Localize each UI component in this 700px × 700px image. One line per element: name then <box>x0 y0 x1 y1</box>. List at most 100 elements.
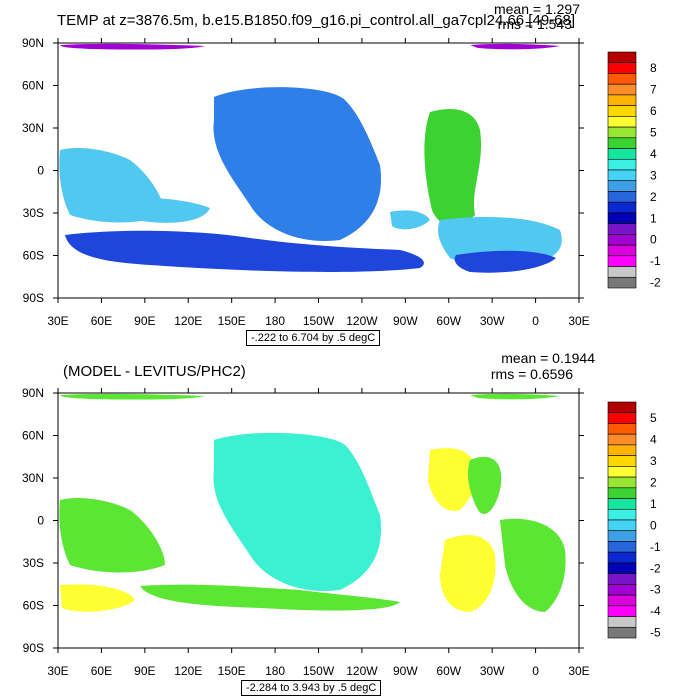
y-tick-label: 90N <box>22 36 44 50</box>
colorbar-swatch <box>607 137 637 149</box>
colorbar-label: -1 <box>650 254 661 268</box>
colorbar-swatch <box>607 73 637 85</box>
y-tick-label: 30S <box>23 556 44 570</box>
colorbar-label: 5 <box>650 125 657 139</box>
contour-info: -2.284 to 3.943 by .5 degC <box>241 680 382 696</box>
colorbar-swatch <box>607 234 637 246</box>
x-tick-label: 30E <box>568 664 589 678</box>
ocean-region <box>119 197 210 223</box>
ocean-region <box>467 456 502 514</box>
colorbar-label: -1 <box>650 540 661 554</box>
colorbar-label: -5 <box>650 626 661 640</box>
x-tick-label: 150W <box>303 664 335 678</box>
colorbar-swatch <box>607 508 637 521</box>
temp-panel: TEMP at z=3876.5m, b.e15.B1850.f09_g16.p… <box>22 1 661 346</box>
x-tick-label: 0 <box>532 664 539 678</box>
colorbar-swatch <box>607 605 637 617</box>
y-tick-label: 60S <box>23 249 44 263</box>
x-tick-label: 120W <box>346 314 378 328</box>
y-tick-label: 60S <box>23 599 44 613</box>
ocean-region <box>60 393 205 400</box>
x-tick-label: 60W <box>436 314 461 328</box>
colorbar-swatch <box>607 169 637 182</box>
ocean-region <box>213 87 382 241</box>
x-tick-label: 150E <box>218 314 246 328</box>
y-tick-label: 90S <box>23 291 44 305</box>
colorbar-label: 5 <box>650 411 657 425</box>
colorbar-swatch <box>607 51 637 64</box>
y-tick-label: 60N <box>22 79 44 93</box>
colorbar-swatch <box>607 594 637 607</box>
colorbar-swatch <box>607 551 637 564</box>
colorbar-swatch <box>607 519 637 532</box>
colorbar-label: 8 <box>650 61 657 75</box>
colorbar-swatch <box>607 498 637 510</box>
colorbar-swatch <box>607 158 637 171</box>
colorbar-label: 0 <box>650 233 657 247</box>
x-tick-label: 30W <box>480 314 505 328</box>
colorbar-label: 7 <box>650 83 657 97</box>
colorbar-swatch <box>607 401 637 414</box>
contour-info: -.222 to 6.704 by .5 degC <box>246 330 381 346</box>
x-tick-label: 120E <box>174 664 202 678</box>
colorbar-label: 6 <box>650 104 657 118</box>
colorbar-swatch <box>607 126 637 139</box>
ocean-region <box>454 250 556 273</box>
colorbar-swatch <box>607 244 637 257</box>
x-tick-label: 90E <box>134 664 155 678</box>
colorbar-swatch <box>607 562 637 574</box>
colorbar-swatch <box>607 266 637 278</box>
x-tick-label: 30E <box>47 314 68 328</box>
x-tick-label: 30W <box>480 664 505 678</box>
x-tick-label: 120W <box>346 664 378 678</box>
colorbar-swatch <box>607 180 637 192</box>
colorbar-swatch <box>607 412 637 424</box>
ocean-region <box>390 210 430 230</box>
x-tick-label: 60E <box>91 314 112 328</box>
y-tick-label: 90N <box>22 386 44 400</box>
field-layer <box>59 43 562 273</box>
colorbar-swatch <box>607 191 637 203</box>
ocean-region <box>500 518 566 612</box>
colorbar-label: 1 <box>650 211 657 225</box>
mean-label: mean = 1.297 <box>493 1 580 17</box>
colorbar-swatch <box>607 455 637 467</box>
diff-map: 30E 60E 90E 120E 150E 180 150W 120W 90W 60W 30W 0 30… <box>22 386 661 678</box>
colorbar-swatch <box>607 584 637 596</box>
x-tick-label: 180 <box>265 314 285 328</box>
colorbar-swatch <box>607 444 637 456</box>
colorbar-label: 3 <box>650 168 657 182</box>
x-tick-label: 150E <box>218 664 246 678</box>
colorbar-swatch <box>607 83 637 96</box>
ocean-region <box>60 584 135 612</box>
colorbar-label: 2 <box>650 190 657 204</box>
rms-label: rms = 0.6596 <box>490 366 573 382</box>
x-tick-label: 120E <box>174 314 202 328</box>
colorbar-swatch <box>607 276 637 289</box>
y-tick-label: 30S <box>23 206 44 220</box>
colorbar-swatch <box>607 487 637 499</box>
colorbar-swatch <box>607 541 637 553</box>
colorbar-swatch <box>607 616 637 628</box>
ocean-region <box>424 109 482 226</box>
colorbar-swatch <box>607 94 637 106</box>
colorbar-swatch <box>607 530 637 542</box>
temp-map: 30E 60E 90E 120E 150E 180 150W 120W 90W 60W 30W 0 30… <box>22 36 661 328</box>
y-tick-label: 0 <box>37 164 44 178</box>
colorbar-swatch <box>607 423 637 435</box>
x-tick-label: 60W <box>436 664 461 678</box>
rms-label: rms = 1.543 <box>497 16 572 32</box>
chart-title: TEMP at z=3876.5m, b.e15.B1850.f09_g16.p… <box>57 12 576 29</box>
colorbar-swatch <box>607 626 637 639</box>
colorbar-swatch <box>607 201 637 214</box>
x-tick-label: 30E <box>47 664 68 678</box>
colorbar-label: 4 <box>650 147 657 161</box>
x-tick-label: 30E <box>568 314 589 328</box>
colorbar-swatch <box>607 573 637 585</box>
colorbar-label: -3 <box>650 583 661 597</box>
x-tick-label: 90W <box>393 664 418 678</box>
x-tick-label: 150W <box>303 314 335 328</box>
colorbar-swatch <box>607 433 637 446</box>
colorbar-label: 1 <box>650 497 657 511</box>
y-tick-label: 60N <box>22 429 44 443</box>
